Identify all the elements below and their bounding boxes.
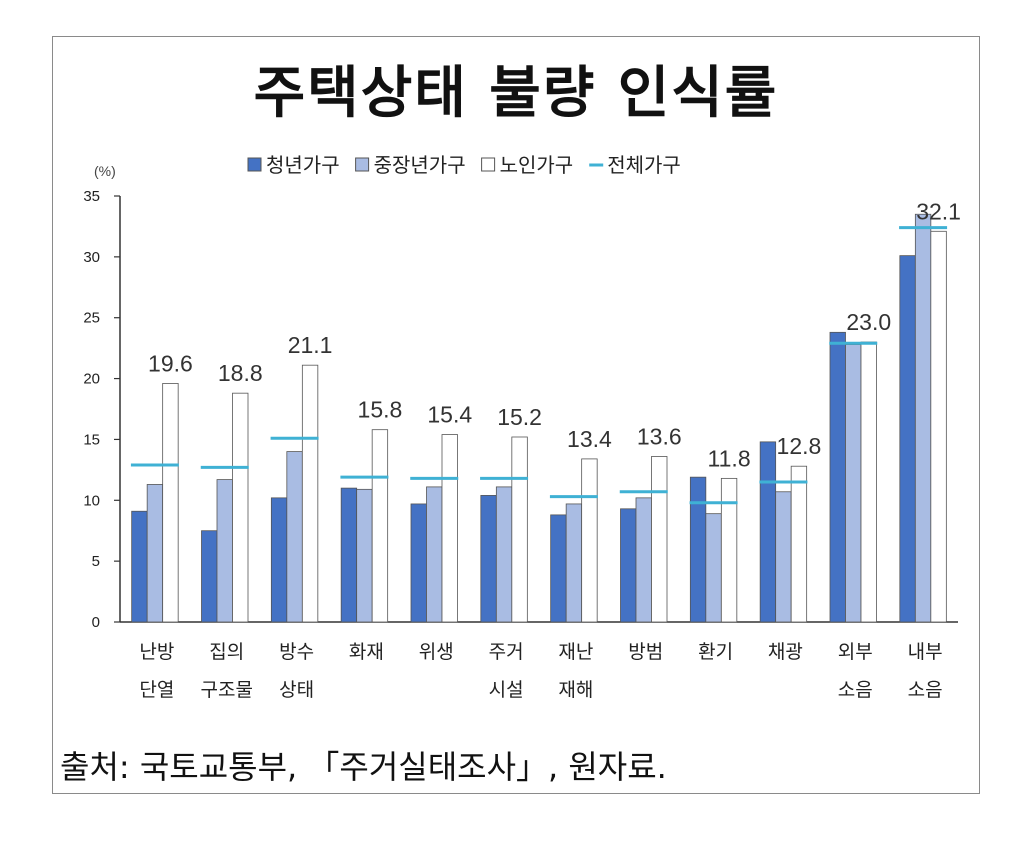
bar-중장년가구 bbox=[775, 491, 792, 623]
bar-노인가구 bbox=[581, 458, 598, 623]
bar-청년가구 bbox=[340, 487, 358, 623]
category-label: 재난 bbox=[558, 641, 593, 663]
data-label: 13.4 bbox=[567, 426, 612, 452]
y-tick-label: 20 bbox=[83, 371, 100, 388]
y-tick-label: 30 bbox=[83, 249, 100, 266]
bar-노인가구 bbox=[930, 230, 947, 623]
y-tick-label: 15 bbox=[83, 431, 100, 448]
y-tick-label: 35 bbox=[83, 188, 100, 205]
bar-중장년가구 bbox=[495, 486, 513, 623]
bar-중장년가구 bbox=[426, 486, 443, 623]
bar-노인가구 bbox=[232, 392, 249, 623]
category-label: 소음 bbox=[838, 679, 873, 701]
category-label: 채광 bbox=[768, 641, 803, 663]
bar-노인가구 bbox=[511, 436, 528, 623]
data-label: 15.2 bbox=[497, 404, 542, 430]
data-label: 15.8 bbox=[358, 397, 403, 423]
bar-청년가구 bbox=[689, 476, 707, 623]
category-label: 외부 bbox=[838, 641, 873, 663]
bar-청년가구 bbox=[410, 503, 427, 623]
legend-swatch-중장년가구 bbox=[355, 157, 370, 172]
bar-중장년가구 bbox=[565, 503, 583, 623]
category-label: 상태 bbox=[279, 679, 314, 701]
bar-노인가구 bbox=[371, 429, 389, 623]
bar-노인가구 bbox=[162, 383, 179, 623]
bar-중장년가구 bbox=[286, 451, 303, 623]
bar-노인가구 bbox=[790, 465, 808, 623]
bar-중장년가구 bbox=[216, 479, 233, 623]
legend-swatch-노인가구 bbox=[481, 157, 496, 172]
legend-label-중장년가구: 중장년가구 bbox=[374, 153, 466, 177]
data-label: 15.4 bbox=[427, 402, 472, 428]
bar-청년가구 bbox=[201, 530, 218, 623]
data-label: 32.1 bbox=[916, 198, 961, 224]
y-tick-label: 10 bbox=[83, 492, 100, 509]
bar-중장년가구 bbox=[146, 484, 164, 623]
y-tick-label: 0 bbox=[92, 614, 100, 631]
bar-청년가구 bbox=[759, 441, 777, 623]
data-label: 18.8 bbox=[218, 360, 263, 386]
category-label: 구조물 bbox=[201, 679, 253, 701]
bar-청년가구 bbox=[620, 508, 637, 623]
bar-청년가구 bbox=[131, 510, 148, 623]
category-label: 환기 bbox=[698, 641, 733, 663]
data-label: 19.6 bbox=[148, 350, 193, 376]
bar-청년가구 bbox=[829, 331, 846, 623]
bar-노인가구 bbox=[301, 364, 319, 623]
y-tick-label: 5 bbox=[92, 553, 100, 570]
bar-청년가구 bbox=[480, 495, 497, 623]
category-label: 집의 bbox=[209, 641, 244, 663]
category-label: 내부 bbox=[908, 641, 943, 663]
chart-title: 주택상태 불량 인식률 bbox=[253, 61, 779, 126]
data-label: 11.8 bbox=[708, 445, 751, 471]
legend-label-전체가구: 전체가구 bbox=[607, 153, 681, 177]
category-label: 소음 bbox=[908, 679, 943, 701]
chart-frame bbox=[52, 36, 980, 794]
y-tick-label: 25 bbox=[83, 310, 100, 327]
bar-노인가구 bbox=[720, 477, 738, 623]
data-label: 23.0 bbox=[846, 309, 891, 335]
bar-중장년가구 bbox=[635, 497, 652, 623]
category-label: 재해 bbox=[558, 679, 593, 701]
category-label: 방범 bbox=[628, 641, 663, 663]
data-label: 12.8 bbox=[777, 433, 822, 459]
legend-label-노인가구: 노인가구 bbox=[500, 153, 574, 177]
category-label: 방수 bbox=[279, 641, 314, 663]
bar-노인가구 bbox=[860, 341, 877, 623]
data-label: 13.6 bbox=[637, 423, 682, 449]
bar-노인가구 bbox=[441, 434, 458, 623]
category-label: 위생 bbox=[419, 641, 454, 663]
category-label: 난방 bbox=[139, 641, 174, 663]
legend-swatch-청년가구 bbox=[247, 157, 262, 172]
bar-중장년가구 bbox=[845, 344, 862, 623]
category-label: 화재 bbox=[349, 641, 384, 663]
bar-중장년가구 bbox=[914, 213, 932, 623]
bar-중장년가구 bbox=[705, 513, 722, 623]
legend-label-청년가구: 청년가구 bbox=[266, 153, 340, 177]
y-unit-label: (%) bbox=[94, 163, 116, 179]
bar-청년가구 bbox=[270, 497, 288, 623]
source-note: 출처: 국토교통부, 「주거실태조사」, 원자료. bbox=[60, 748, 667, 786]
bar-중장년가구 bbox=[356, 488, 373, 623]
category-label: 단열 bbox=[139, 679, 174, 701]
data-label: 21.1 bbox=[288, 332, 333, 358]
bar-청년가구 bbox=[550, 514, 567, 623]
category-label: 주거 bbox=[489, 641, 524, 663]
category-label: 시설 bbox=[489, 679, 524, 701]
bar-청년가구 bbox=[899, 255, 916, 623]
bar-노인가구 bbox=[651, 456, 668, 623]
